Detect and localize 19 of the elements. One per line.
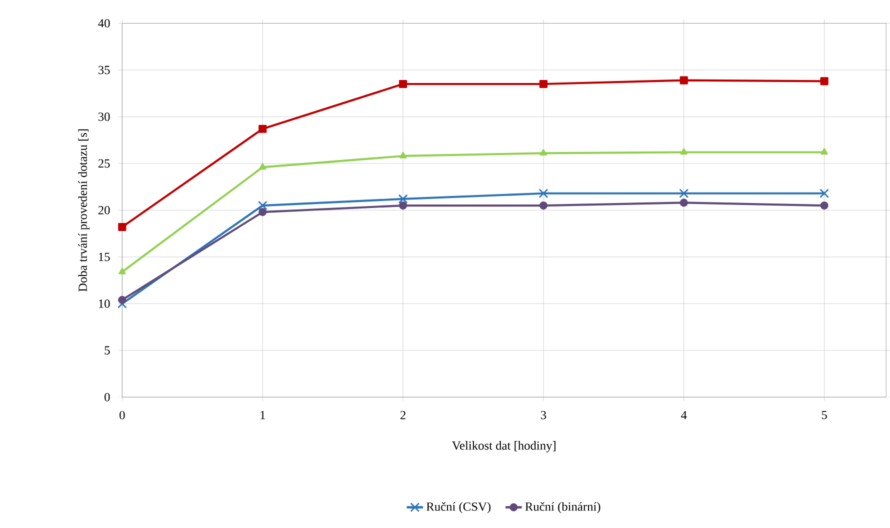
y-tick-label: 10 bbox=[98, 299, 110, 308]
y-tick-label: 25 bbox=[98, 159, 110, 168]
x-tick-label: 2 bbox=[400, 410, 406, 420]
legend-label: Ruční (binární) bbox=[525, 502, 600, 514]
y-tick-label: 15 bbox=[98, 252, 110, 262]
y-tick-label: 40 bbox=[98, 19, 110, 28]
y-tick-label: 5 bbox=[104, 346, 110, 355]
x-tick-label: 4 bbox=[681, 410, 687, 420]
y-tick-label: 0 bbox=[104, 392, 110, 402]
x-tick-label: 5 bbox=[822, 410, 827, 420]
x-tick-label: 3 bbox=[540, 410, 546, 420]
y-tick-label: 20 bbox=[98, 206, 110, 214]
x-axis-title: Velikost dat [hodiny] bbox=[452, 441, 556, 452]
x-tick-label: 1 bbox=[260, 410, 265, 420]
y-tick-label: 30 bbox=[98, 112, 110, 121]
y-axis-title: Doba trvání provedení dotazu [s] bbox=[78, 129, 90, 292]
y-tick-label: 35 bbox=[98, 66, 110, 74]
legend-label: Ruční (CSV) bbox=[426, 502, 491, 514]
x-tick-label: 0 bbox=[120, 410, 125, 420]
